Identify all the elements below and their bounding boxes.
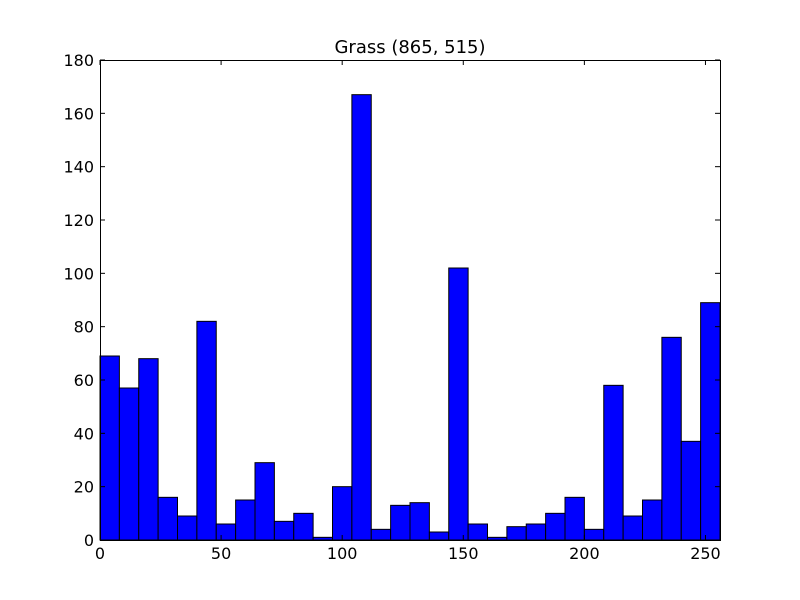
histogram-bar-3 — [157, 496, 178, 541]
x-tick-label-2: 100 — [327, 544, 358, 563]
x-tick-label-3: 150 — [448, 544, 479, 563]
histogram-bar-14 — [370, 528, 392, 541]
histogram-bar-25 — [583, 528, 605, 541]
y-tick-label-1: 20 — [74, 478, 94, 497]
histogram-bar-13 — [351, 94, 372, 541]
histogram-bar-28 — [642, 499, 663, 541]
y-tick-label-6: 120 — [63, 211, 94, 230]
x-tick-label-4: 200 — [569, 544, 600, 563]
histogram-bar-4 — [177, 515, 198, 541]
y-tick-label-2: 40 — [74, 424, 94, 443]
histogram-bar-9 — [273, 520, 295, 541]
y-tick-label-5: 100 — [63, 264, 94, 283]
histogram-bar-31 — [700, 302, 721, 541]
y-tick-label-7: 140 — [63, 158, 94, 177]
y-tick-label-4: 80 — [74, 318, 94, 337]
histogram-bar-15 — [390, 504, 411, 541]
histogram-bar-1 — [118, 387, 140, 541]
histogram-bar-5 — [196, 320, 217, 541]
histogram-bar-0 — [99, 355, 120, 541]
histogram-bar-12 — [332, 486, 353, 541]
histogram-bar-24 — [564, 496, 585, 541]
histogram-bar-6 — [215, 523, 237, 541]
x-tick-label-5: 250 — [690, 544, 721, 563]
histogram-bar-17 — [428, 531, 450, 541]
histogram-bar-16 — [409, 502, 430, 541]
histogram-bar-29 — [661, 336, 682, 541]
y-tick-label-3: 60 — [74, 371, 94, 390]
histogram-bar-2 — [138, 358, 159, 541]
histogram-bar-20 — [487, 536, 508, 541]
x-tick-label-1: 50 — [211, 544, 231, 563]
bars-group — [99, 94, 721, 541]
x-tick-label-0: 0 — [95, 544, 105, 563]
axes-frame — [100, 60, 721, 541]
histogram-bar-7 — [235, 499, 256, 541]
histogram-bar-21 — [506, 526, 527, 541]
chart-title: Grass (865, 515) — [334, 37, 485, 58]
histogram-bar-8 — [254, 462, 275, 541]
histogram-bar-19 — [467, 523, 488, 541]
histogram-bar-10 — [293, 512, 314, 541]
histogram-bar-30 — [680, 440, 702, 541]
histogram-bar-23 — [545, 512, 566, 541]
histogram-bar-27 — [622, 515, 643, 541]
y-tick-label-8: 160 — [63, 104, 94, 123]
y-tick-label-9: 180 — [63, 51, 94, 70]
histogram-bar-11 — [312, 536, 333, 541]
histogram-bar-18 — [448, 267, 469, 541]
ticks-group: 0 50 100 150 200 250 0 20 40 60 80 100 120 140 160 180 — [63, 51, 720, 563]
y-tick-label-0: 0 — [84, 531, 94, 550]
histogram-bar-26 — [603, 384, 624, 541]
histogram-bar-22 — [525, 523, 547, 541]
